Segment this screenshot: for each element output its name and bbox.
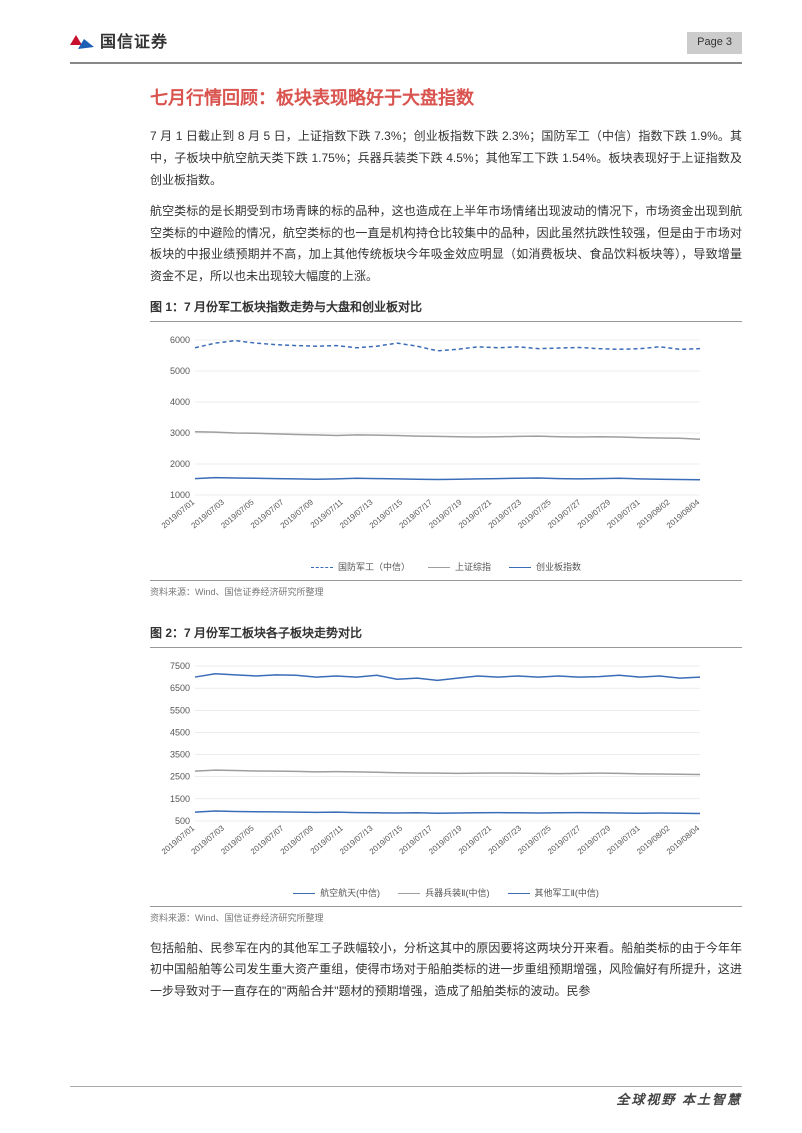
svg-text:5500: 5500 xyxy=(170,705,190,715)
svg-text:500: 500 xyxy=(175,816,190,826)
svg-text:2019/08/04: 2019/08/04 xyxy=(665,823,702,856)
svg-text:2500: 2500 xyxy=(170,772,190,782)
body-paragraph-1: 7 月 1 日截止到 8 月 5 日，上证指数下跌 7.3%；创业板指数下跌 2… xyxy=(150,126,742,191)
svg-text:1500: 1500 xyxy=(170,794,190,804)
svg-text:3500: 3500 xyxy=(170,749,190,759)
legend-item: 航空航天(中信) xyxy=(293,886,380,900)
chart2-legend: 航空航天(中信) 兵器兵装Ⅱ(中信) 其他军工Ⅱ(中信) xyxy=(150,886,742,900)
chart2: 50015002500350045005500650075002019/07/0… xyxy=(150,656,742,882)
body-paragraph-2: 航空类标的是长期受到市场青睐的标的品种，这也造成在上半年市场情绪出现波动的情况下… xyxy=(150,201,742,287)
chart1: 1000200030004000500060002019/07/012019/0… xyxy=(150,330,742,556)
legend-item: 上证综指 xyxy=(428,560,491,574)
section-title: 七月行情回顾：板块表现略好于大盘指数 xyxy=(150,84,742,113)
svg-text:4500: 4500 xyxy=(170,727,190,737)
svg-text:2019/08/04: 2019/08/04 xyxy=(665,497,702,530)
svg-text:5000: 5000 xyxy=(170,366,190,376)
svg-text:1000: 1000 xyxy=(170,490,190,500)
closing-paragraph: 包括船舶、民参军在内的其他军工子跌幅较小，分析这其中的原因要将这两块分开来看。船… xyxy=(150,938,742,1003)
chart2-source: 资料来源：Wind、国信证券经济研究所整理 xyxy=(150,906,742,925)
legend-item: 创业板指数 xyxy=(509,560,581,574)
svg-text:6000: 6000 xyxy=(170,335,190,345)
svg-text:2000: 2000 xyxy=(170,459,190,469)
page-header: 国信证券 Page 3 xyxy=(70,30,742,64)
chart1-source: 资料来源：Wind、国信证券经济研究所整理 xyxy=(150,580,742,599)
legend-item: 兵器兵装Ⅱ(中信) xyxy=(398,886,489,900)
company-logo: 国信证券 xyxy=(70,30,168,56)
legend-item: 其他军工Ⅱ(中信) xyxy=(508,886,599,900)
page-number: Page 3 xyxy=(687,32,742,54)
footer-rule xyxy=(70,1086,742,1087)
svg-text:3000: 3000 xyxy=(170,428,190,438)
svg-text:7500: 7500 xyxy=(170,661,190,671)
company-name: 国信证券 xyxy=(100,30,168,56)
footer-motto: 全球视野 本土智慧 xyxy=(616,1090,742,1111)
chart2-title: 图 2：7 月份军工板块各子板块走势对比 xyxy=(150,624,742,648)
svg-text:4000: 4000 xyxy=(170,397,190,407)
chart1-legend: 国防军工（中信） 上证综指 创业板指数 xyxy=(150,560,742,574)
logo-icon xyxy=(70,33,94,53)
legend-item: 国防军工（中信） xyxy=(311,560,410,574)
svg-text:6500: 6500 xyxy=(170,683,190,693)
chart1-title: 图 1：7 月份军工板块指数走势与大盘和创业板对比 xyxy=(150,298,742,322)
